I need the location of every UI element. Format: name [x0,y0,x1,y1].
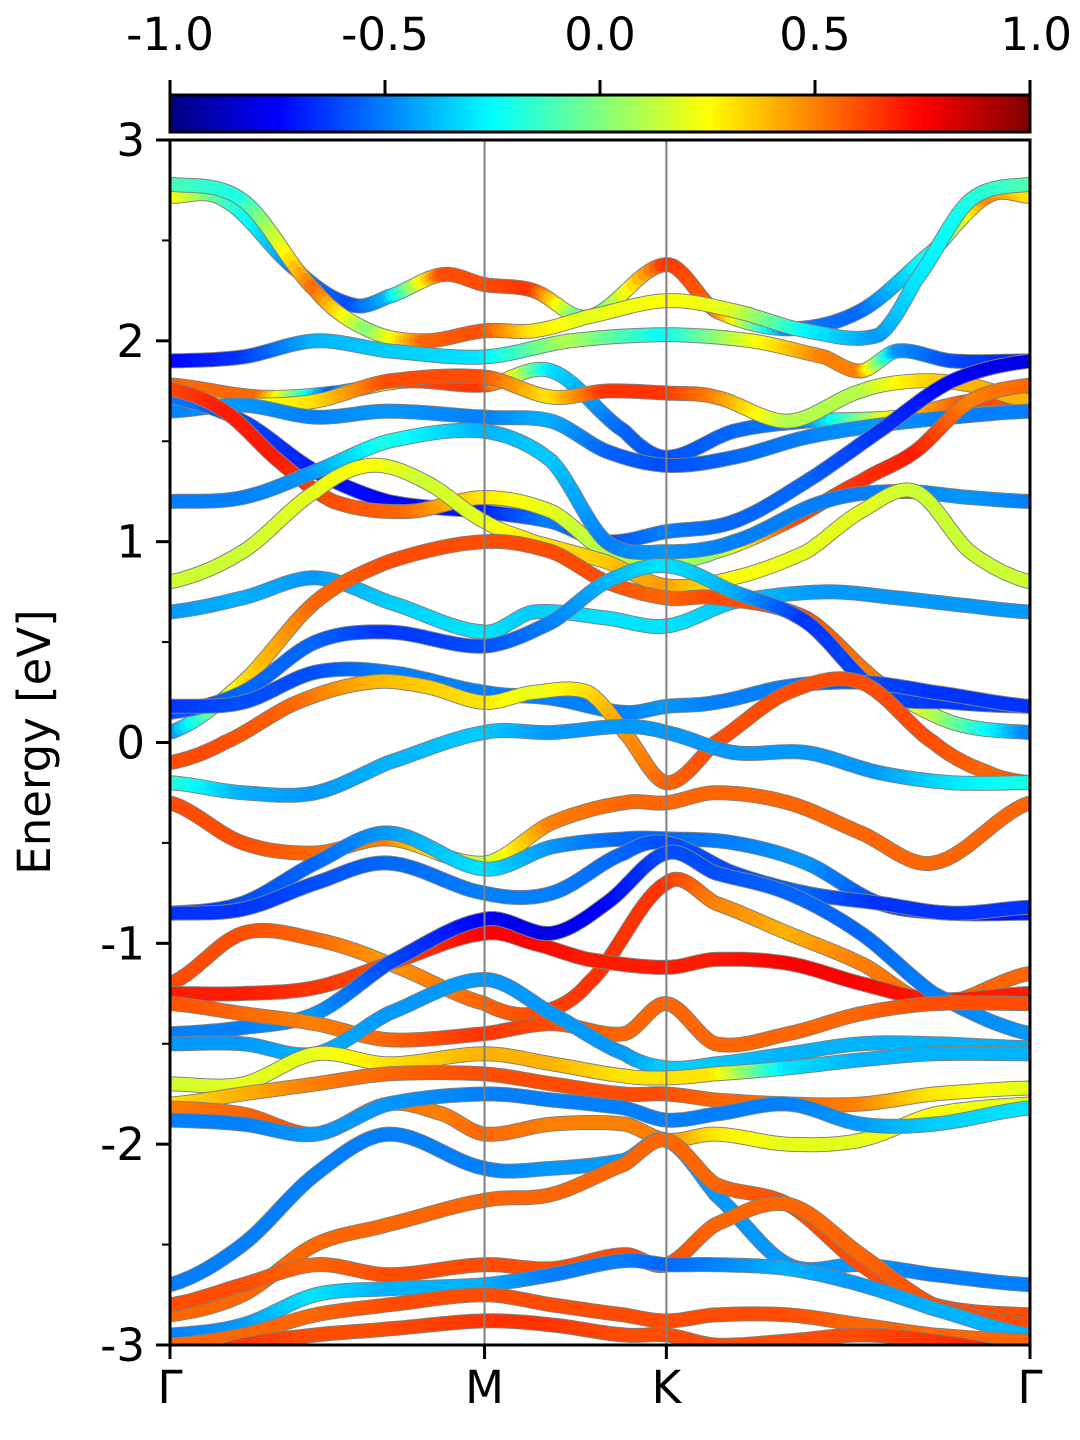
band-28 [170,1086,1030,1143]
colorbar-tick-label: -0.5 [341,8,429,61]
band-22 [170,844,1030,1042]
band-9 [170,422,1030,560]
band-15 [170,671,1030,791]
band-lines [170,176,1030,1345]
colorbar: -1.0 -0.5 0.0 0.5 1.0 [126,8,1072,134]
band-3 [170,327,1030,379]
band-20 [170,871,1030,1023]
band-16 [170,718,1030,803]
colorbar-tick-label: 0.0 [564,8,636,61]
band-17 [170,785,1030,872]
colorbar-ticks: -1.0 -0.5 0.0 0.5 1.0 [126,8,1072,95]
band-25 [170,1045,1030,1094]
colorbar-tick-label: -1.0 [126,8,214,61]
band-14 [170,661,1030,721]
band-26 [170,1065,1030,1113]
band-16-outline [170,718,1030,803]
band-10 [170,457,1030,595]
colorbar-tick-label: 0.5 [779,8,851,61]
colorbar-gradient [168,93,1032,134]
colorbar-tick-label: 1.0 [1000,8,1072,61]
band-2 [170,176,1030,349]
